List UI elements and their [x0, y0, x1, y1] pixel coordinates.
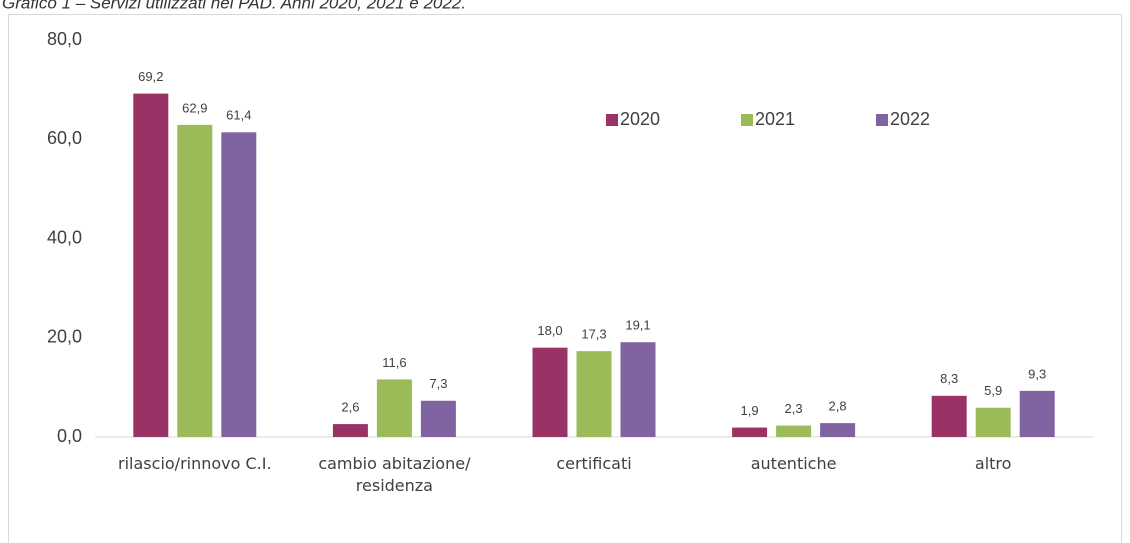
- x-tick-label: certificati: [556, 454, 632, 473]
- value-label: 1,9: [741, 403, 759, 418]
- bar: [376, 379, 412, 437]
- chart-title: Grafico 1 – Servizi utilizzati nei PAD. …: [2, 0, 466, 12]
- bar: [1019, 390, 1055, 437]
- y-tick-label: 60,0: [47, 128, 82, 148]
- bar: [776, 425, 812, 437]
- y-tick-label: 80,0: [47, 29, 82, 49]
- y-tick-label: 0,0: [57, 426, 82, 446]
- bar: [576, 351, 612, 437]
- x-tick-label: cambio abitazione/ residenza: [318, 454, 471, 495]
- value-label: 17,3: [581, 327, 606, 342]
- legend-label: 2020: [620, 109, 660, 129]
- legend-label: 2021: [755, 109, 795, 129]
- bar: [133, 93, 169, 437]
- value-label: 2,3: [785, 401, 803, 416]
- x-tick-label: altro: [974, 454, 1012, 473]
- bar: [975, 407, 1011, 437]
- value-label: 19,1: [625, 318, 650, 333]
- bar: [620, 342, 656, 437]
- legend-label: 2022: [890, 109, 930, 129]
- value-label: 7,3: [429, 376, 447, 391]
- value-label: 62,9: [182, 100, 207, 115]
- y-tick-label: 20,0: [47, 327, 82, 347]
- legend-swatch: [606, 114, 618, 126]
- bar: [177, 124, 213, 437]
- value-label: 2,6: [341, 400, 359, 415]
- bar: [532, 347, 568, 437]
- value-label: 9,3: [1028, 366, 1046, 381]
- value-label: 8,3: [940, 371, 958, 386]
- bar: [732, 427, 768, 437]
- bar: [221, 132, 257, 438]
- value-label: 18,0: [537, 323, 562, 338]
- legend-swatch: [876, 114, 888, 126]
- bar: [332, 424, 368, 437]
- legend-swatch: [741, 114, 753, 126]
- value-label: 2,8: [829, 399, 847, 414]
- bar: [931, 395, 967, 437]
- value-label: 61,4: [226, 108, 251, 123]
- x-tick-label: rilascio/rinnovo C.I.: [118, 454, 272, 473]
- y-tick-label: 40,0: [47, 227, 82, 247]
- x-tick-label: autentiche: [750, 454, 837, 473]
- chart-border: [8, 14, 1122, 543]
- bar: [420, 400, 456, 437]
- bar: [820, 423, 856, 437]
- value-label: 11,6: [382, 355, 406, 370]
- value-label: 69,2: [138, 69, 163, 84]
- value-label: 5,9: [984, 383, 1002, 398]
